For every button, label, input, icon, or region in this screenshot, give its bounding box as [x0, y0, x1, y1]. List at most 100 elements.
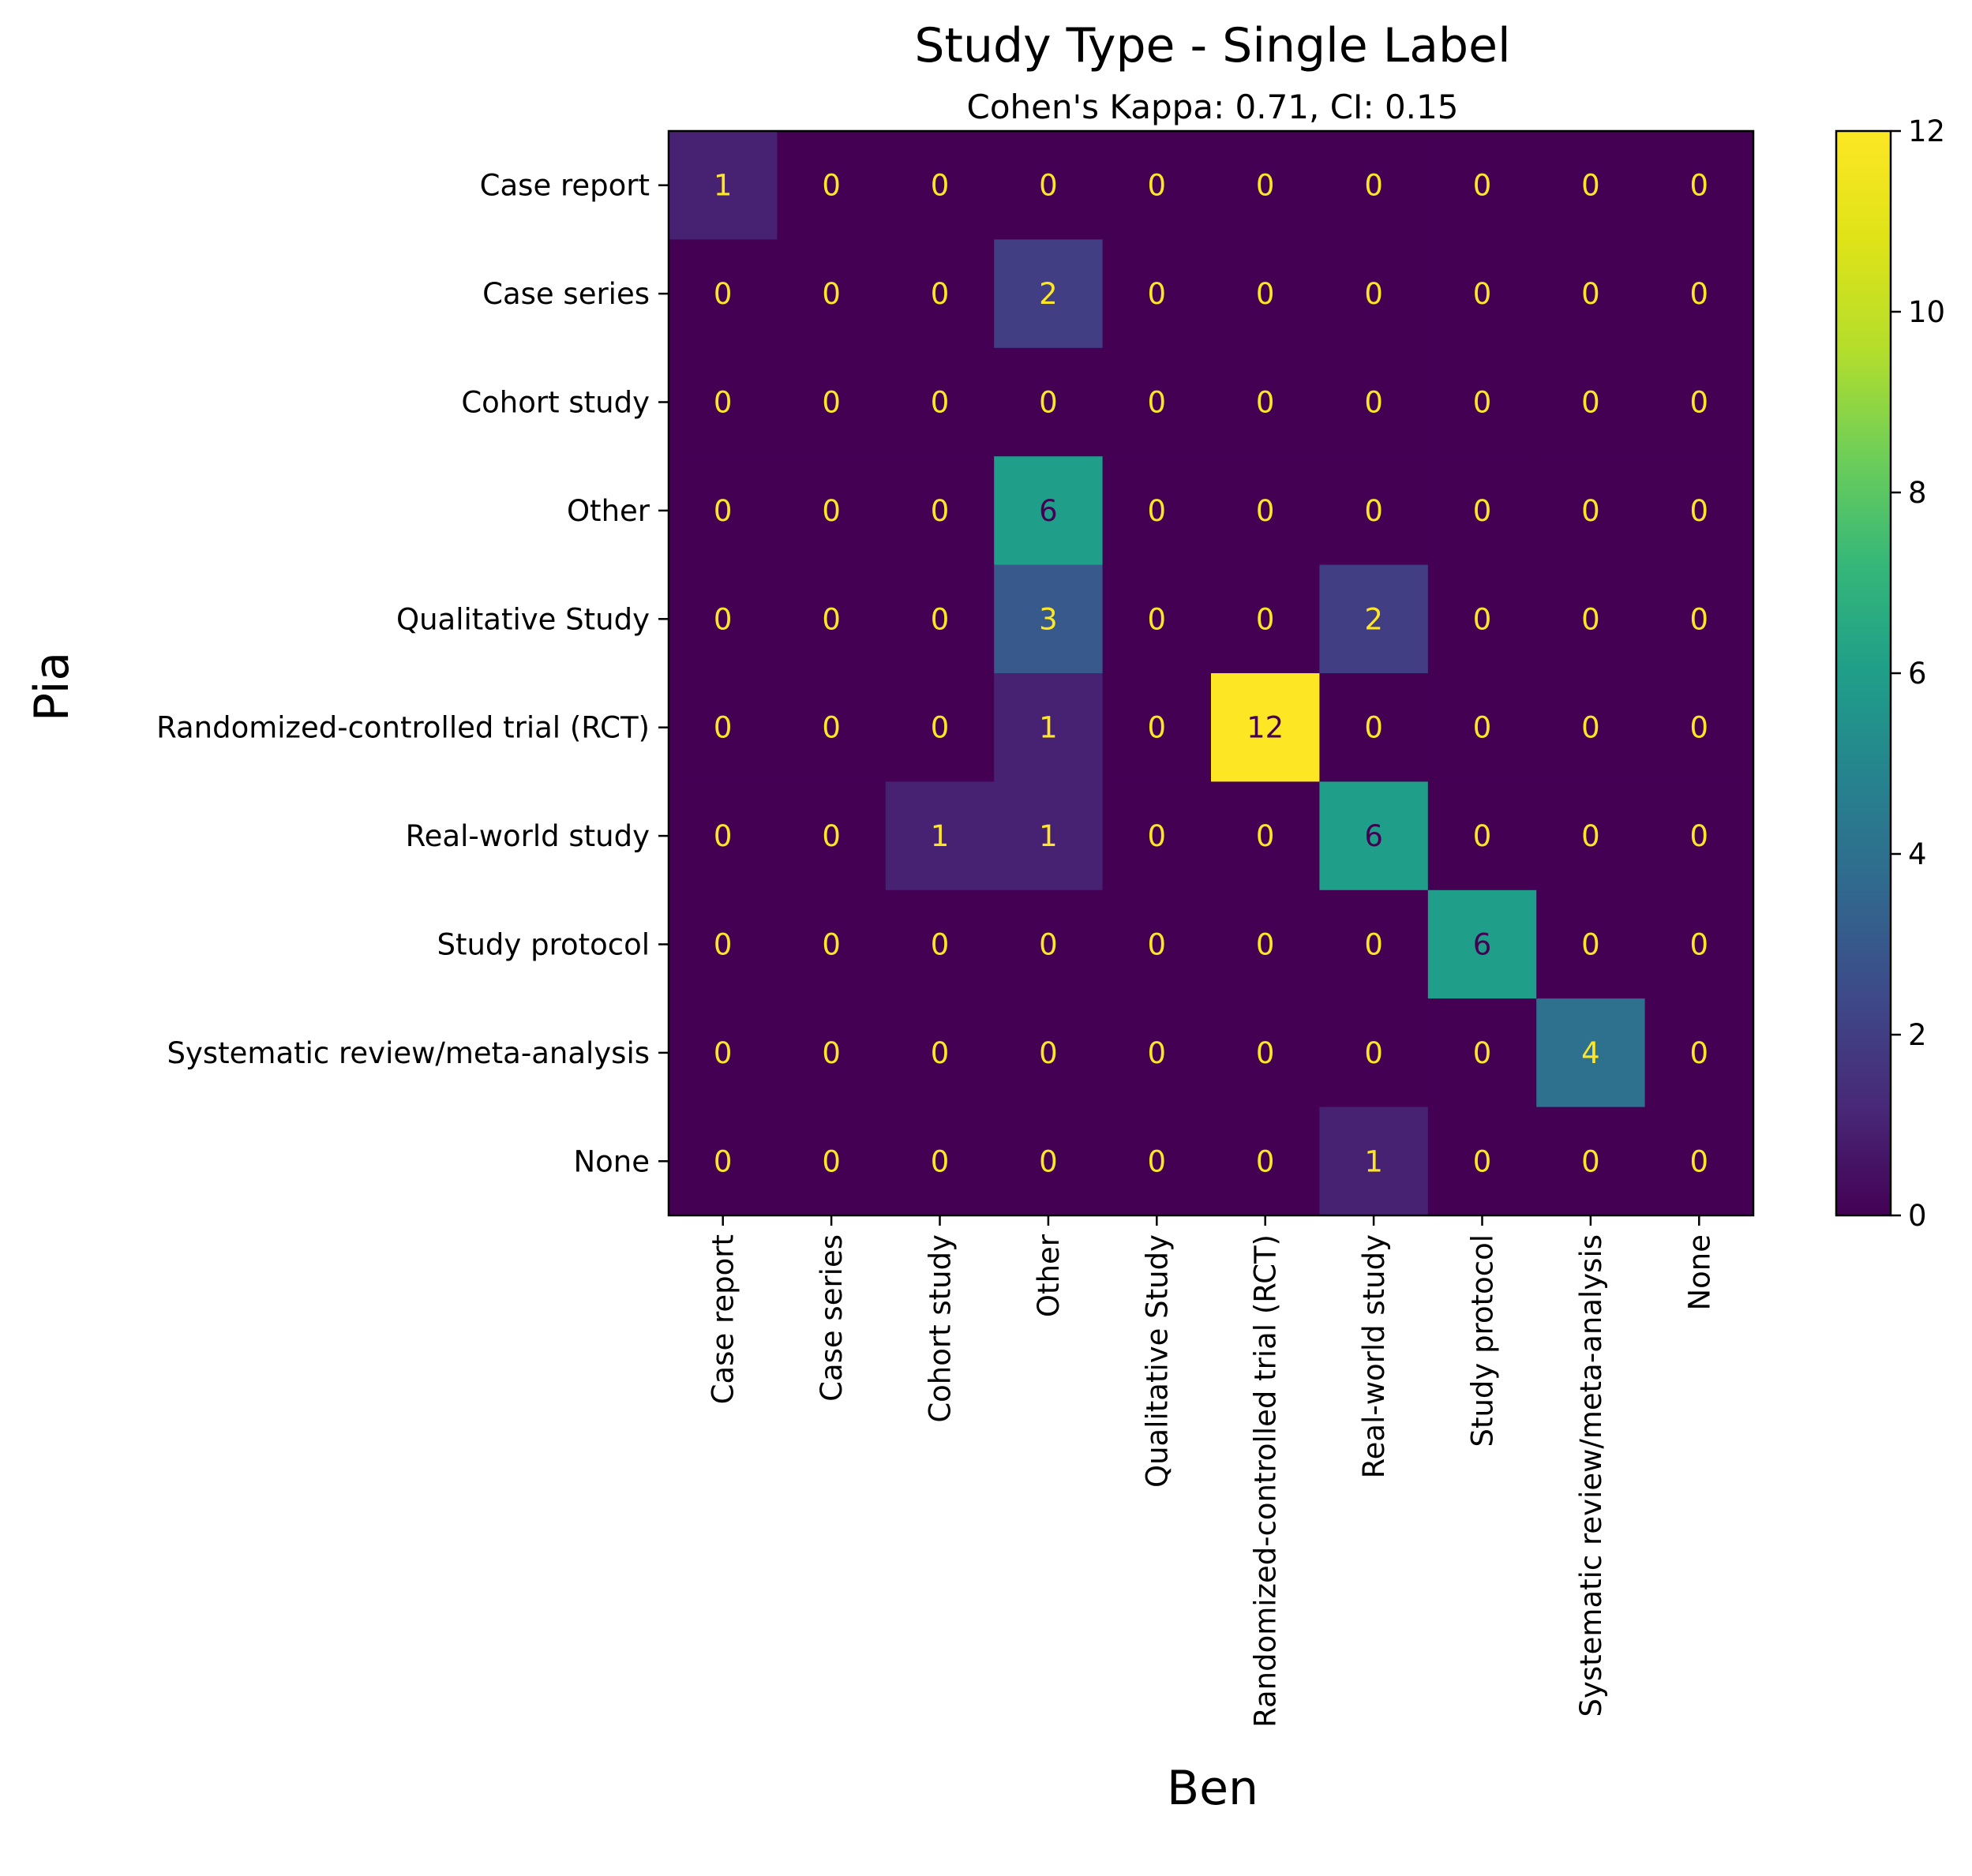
heatmap-cell: [885, 564, 995, 674]
cell-value-label: 0: [1581, 169, 1600, 203]
x-axis-ticks: Case report Case series Cohort study Other Q…: [707, 1215, 1716, 1728]
cell-value-label: 3: [1039, 602, 1058, 636]
heatmap-cell: [1102, 998, 1212, 1108]
cell-value-label: 12: [1247, 711, 1284, 745]
y-tick-label: Case report: [480, 169, 650, 203]
cell-value-label: 0: [822, 1036, 841, 1070]
heatmap-cell: [994, 564, 1104, 674]
cell-value-label: 0: [1148, 711, 1167, 745]
cell-value-label: 0: [822, 711, 841, 745]
heatmap-cell: [1319, 1107, 1429, 1216]
cell-value-label: 0: [1473, 169, 1492, 203]
heatmap-cell: [1644, 456, 1754, 566]
cell-value-label: 0: [1256, 928, 1275, 962]
heatmap-cell: [1644, 131, 1754, 240]
cell-value-label: 0: [1473, 1144, 1492, 1178]
y-tick-label: Case series: [482, 277, 650, 311]
heatmap-cell: [885, 889, 995, 999]
heatmap-cell: [1211, 456, 1320, 566]
heatmap-cell: [1102, 673, 1212, 782]
heatmap-cell: [1536, 239, 1646, 349]
cell-value-label: 0: [714, 602, 733, 636]
heatmap-cell: [1536, 998, 1646, 1108]
cell-value-label: 0: [1039, 169, 1058, 203]
y-tick-label: Cohort study: [461, 386, 650, 420]
heatmap-cell: [1102, 1107, 1212, 1216]
cell-value-label: 0: [931, 602, 950, 636]
heatmap-cell: [669, 781, 778, 891]
cell-value-label: 0: [1256, 277, 1275, 311]
heatmap-cell: [1319, 889, 1429, 999]
heatmap-cell: [777, 998, 887, 1108]
cell-value-label: 1: [931, 819, 950, 853]
x-tick-label: Randomized-controlled trial (RCT): [1249, 1234, 1283, 1728]
heatmap-cell: [1644, 889, 1754, 999]
heatmap-cell: [1536, 1107, 1646, 1216]
heatmap-cell: [994, 673, 1104, 782]
cell-value-label: 0: [1148, 602, 1167, 636]
y-axis-label: Pia: [24, 652, 80, 721]
cell-value-label: 0: [931, 494, 950, 528]
heatmap-cell: [1536, 889, 1646, 999]
cell-value-label: 1: [1039, 819, 1058, 853]
cell-value-label: 6: [1039, 494, 1058, 528]
heatmap-cell: [1427, 673, 1537, 782]
cell-value-label: 0: [1581, 819, 1600, 853]
heatmap-cell: [885, 131, 995, 240]
cell-value-label: 0: [1364, 711, 1383, 745]
heatmap-cell: [1319, 564, 1429, 674]
heatmap-cell: [1211, 347, 1320, 457]
cell-value-label: 6: [1473, 928, 1492, 962]
cell-value-label: 2: [1039, 277, 1058, 311]
y-tick-label: Other: [567, 494, 650, 528]
heatmap-cell: [885, 1107, 995, 1216]
cell-value-label: 0: [1581, 277, 1600, 311]
cell-value-label: 0: [822, 494, 841, 528]
heatmap-cell: [669, 1107, 778, 1216]
cell-value-label: 0: [1473, 819, 1492, 853]
heatmap-cell: [1211, 1107, 1320, 1216]
x-tick-label: None: [1682, 1234, 1716, 1311]
heatmap-cell: [885, 998, 995, 1108]
heatmap-cell: [669, 456, 778, 566]
heatmap-cell: [1427, 998, 1537, 1108]
cell-value-label: 0: [822, 277, 841, 311]
cell-value-label: 0: [1473, 711, 1492, 745]
cell-value-label: 0: [1473, 386, 1492, 420]
cell-value-label: 0: [1690, 928, 1709, 962]
heatmap-cell: [1211, 239, 1320, 349]
cell-value-label: 0: [1690, 277, 1709, 311]
cell-value-label: 0: [1581, 928, 1600, 962]
x-tick-label: Cohort study: [924, 1234, 958, 1423]
colorbar-tick-label: 2: [1908, 1018, 1927, 1052]
cell-value-label: 0: [1364, 1036, 1383, 1070]
heatmap-cell: [777, 131, 887, 240]
heatmap-cell: [1427, 347, 1537, 457]
heatmap-cell: [1319, 673, 1429, 782]
heatmap-cell: [1427, 239, 1537, 349]
y-tick-label: None: [573, 1144, 650, 1178]
chart-title: Study Type - Single Label: [914, 18, 1510, 73]
cell-value-label: 0: [714, 1144, 733, 1178]
heatmap-cell: [777, 889, 887, 999]
cell-value-label: 0: [1690, 711, 1709, 745]
cell-value-label: 0: [1364, 494, 1383, 528]
heatmap-cell: [1319, 239, 1429, 349]
heatmap-cell: [885, 456, 995, 566]
heatmap-cell: [1536, 131, 1646, 240]
cell-value-label: 1: [1039, 711, 1058, 745]
heatmap-cell: [669, 131, 778, 240]
cell-value-label: 0: [1690, 819, 1709, 853]
cell-value-label: 0: [1256, 819, 1275, 853]
heatmap-cell: [994, 889, 1104, 999]
cell-value-label: 0: [714, 1036, 733, 1070]
heatmap-cell: [1211, 131, 1320, 240]
cell-value-label: 0: [1256, 602, 1275, 636]
x-tick-label: Qualitative Study: [1140, 1234, 1174, 1488]
heatmap-cell: [885, 781, 995, 891]
cell-value-label: 0: [1473, 277, 1492, 311]
heatmap-cell: [1102, 781, 1212, 891]
heatmap-cell: [1536, 781, 1646, 891]
colorbar-ticks: 0 2 4 6 8 10 12: [1891, 114, 1945, 1233]
